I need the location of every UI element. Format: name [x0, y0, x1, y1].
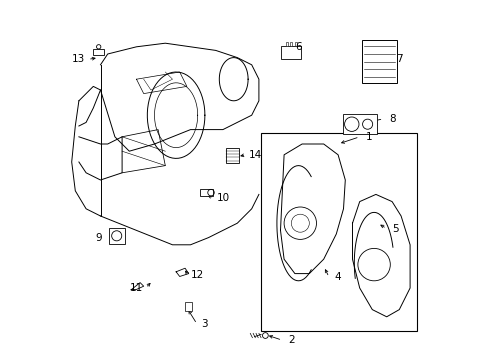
Text: 3: 3 [201, 319, 208, 329]
Bar [108, 228, 124, 244]
Text: 9: 9 [95, 233, 102, 243]
Text: 4: 4 [334, 272, 341, 282]
Text: 12: 12 [191, 270, 204, 280]
Bar [260, 133, 416, 331]
Text: 5: 5 [391, 224, 398, 234]
Bar [93, 49, 104, 55]
Text: 13: 13 [72, 54, 85, 64]
Bar [285, 42, 287, 46]
Bar [200, 189, 213, 196]
Text: 14: 14 [248, 150, 262, 160]
Bar [226, 148, 239, 163]
Bar [362, 40, 396, 83]
Bar [294, 42, 296, 46]
Text: 1: 1 [365, 132, 371, 142]
Text: 2: 2 [287, 335, 294, 345]
Text: 7: 7 [395, 54, 402, 64]
Text: 11: 11 [130, 283, 143, 293]
Text: 6: 6 [295, 42, 301, 52]
Text: 8: 8 [388, 114, 395, 124]
Bar [289, 42, 292, 46]
Bar [281, 46, 301, 59]
Bar [185, 302, 192, 310]
Bar [342, 114, 376, 134]
Text: 10: 10 [216, 193, 229, 203]
